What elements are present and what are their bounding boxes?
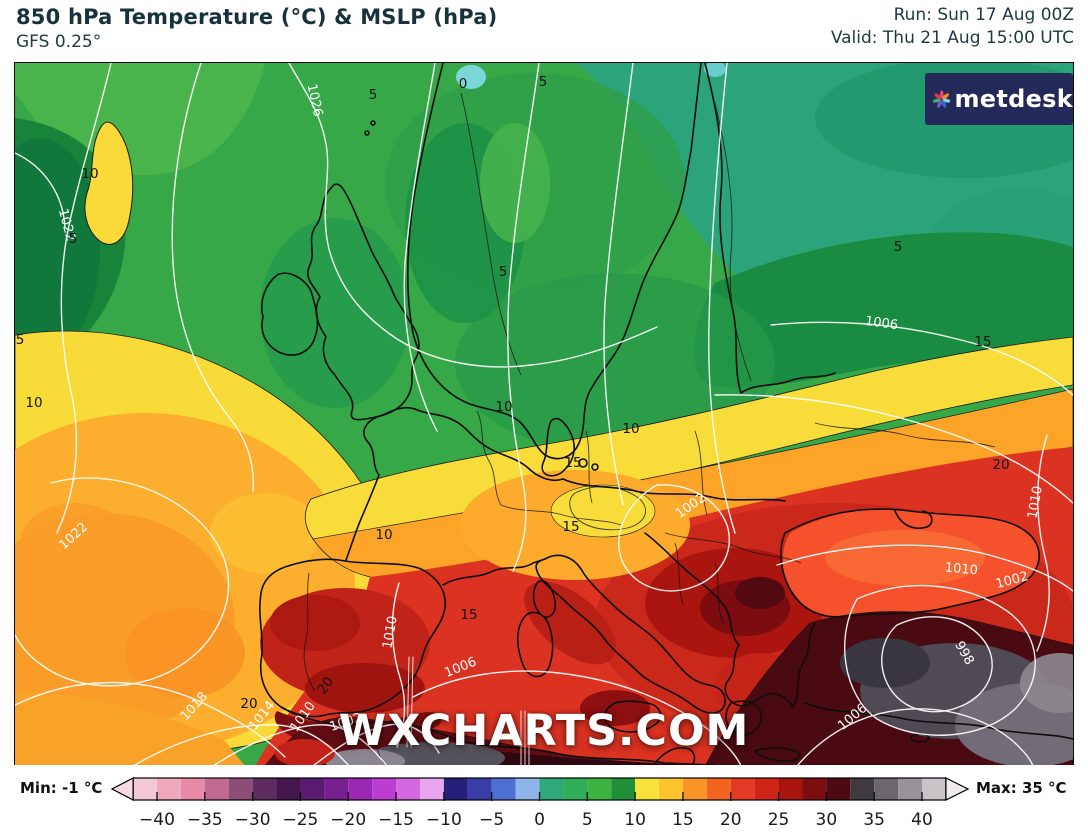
run-valid-block: Run: Sun 17 Aug 00Z Valid: Thu 21 Aug 15…: [831, 4, 1074, 50]
scale-segment: [898, 778, 923, 800]
scale-tick-label: 35: [863, 810, 885, 830]
isobar-label: 1010: [380, 615, 401, 650]
scale-tick-label: 0: [534, 810, 545, 830]
scale-segment: [706, 778, 731, 800]
valid-time: Valid: Thu 21 Aug 15:00 UTC: [830, 28, 1074, 48]
page-title: 850 hPa Temperature (°C) & MSLP (hPa): [16, 5, 498, 29]
scale-segment: [276, 778, 301, 800]
scale-tick-label: 5: [582, 810, 593, 830]
scale-segment: [228, 778, 253, 800]
scale-segment: [515, 778, 540, 800]
temperature-label: 20: [240, 696, 257, 712]
scale-tick-label: −30: [235, 810, 271, 830]
scale-segment: [659, 778, 683, 800]
scale-segment: [802, 778, 827, 800]
scale-segment: [563, 778, 588, 800]
scale-segment: [252, 778, 277, 800]
isobar-label: 1010: [1025, 485, 1046, 520]
scale-arrow-right: [945, 777, 970, 801]
temperature-label: 5: [499, 264, 508, 280]
scale-segment: [133, 778, 158, 800]
graticule-artifact: [406, 656, 530, 766]
scale-segment: [300, 778, 325, 800]
scale-segment: [778, 778, 803, 800]
scale-segment: [443, 778, 468, 800]
temperature-label: 10: [375, 527, 392, 543]
scale-segment: [539, 778, 564, 800]
scale-tick-label: 20: [720, 810, 742, 830]
scale-segment: [826, 778, 851, 800]
scale-segment: [467, 778, 492, 800]
scale-segment: [682, 778, 707, 800]
metdesk-logo: metdesk: [925, 73, 1073, 125]
temperature-label: 10: [25, 395, 42, 411]
scale-tick-label: −10: [426, 810, 462, 830]
temperature-label: 15: [974, 334, 991, 350]
temperature-label: 20: [992, 457, 1009, 473]
scale-tick-label: −5: [479, 810, 504, 830]
temperature-label: 10: [495, 399, 512, 415]
scale-segment: [324, 778, 349, 800]
scale-segment: [850, 778, 875, 800]
scale-segment: [491, 778, 516, 800]
scale-segment: [157, 778, 181, 800]
scale-segment: [372, 778, 397, 800]
temperature-label: 5: [894, 239, 903, 255]
scale-segment: [419, 778, 444, 800]
scale-tick-label: 40: [911, 810, 933, 830]
scale-max-label: Max: 35 °C: [976, 779, 1067, 797]
scale-segment: [754, 778, 779, 800]
scale-tick-label: 10: [624, 810, 646, 830]
scale-segment: [180, 778, 205, 800]
temperature-label: 5: [69, 231, 78, 247]
temperature-label: 10: [81, 166, 98, 182]
model-subtitle: GFS 0.25°: [16, 32, 102, 52]
temperature-regions: [15, 63, 1073, 766]
scale-tick-label: −15: [378, 810, 414, 830]
run-time: Run: Sun 17 Aug 00Z: [893, 5, 1074, 25]
temperature-label: 5: [369, 87, 378, 103]
watermark: WXCHARTS.COM: [338, 706, 750, 756]
scale-tick-label: 25: [768, 810, 790, 830]
isobar-label: 1026: [304, 83, 326, 118]
metdesk-flower-icon: [933, 89, 951, 108]
isobar-label: 1006: [864, 314, 899, 333]
color-scale: Min: -1 °C Max: 35 °C −40 −35 −30 −25 −20 −15…: [0, 765, 1088, 833]
temperature-label: 15: [562, 519, 579, 535]
scale-segment: [396, 778, 420, 800]
scale-segment: [874, 778, 899, 800]
temperature-label: 0: [459, 76, 468, 92]
scale-tick-label: −20: [330, 810, 366, 830]
scale-tick-label: −40: [139, 810, 175, 830]
scale-segment: [204, 778, 229, 800]
scale-arrow-left: [110, 777, 134, 801]
scale-min-label: Min: -1 °C: [20, 779, 103, 797]
temperature-label: 15: [460, 607, 477, 623]
metdesk-logo-text: metdesk: [954, 85, 1073, 113]
isobar-label: 1010: [944, 561, 978, 579]
temperature-label: 15: [564, 455, 581, 471]
scale-segment: [922, 778, 946, 800]
scale-segment: [587, 778, 612, 800]
scale-tick-label: 30: [816, 810, 838, 830]
scale-tick-label: 15: [672, 810, 694, 830]
color-scale-svg: −40 −35 −30 −25 −20 −15 −10 −5 0 5 10 15 20 25 30 35 40: [110, 777, 970, 830]
scale-segment: [730, 778, 755, 800]
weather-map: 1026 1022 1022 1018 1014 1010 1002 1010 1006 1002…: [14, 62, 1074, 767]
temperature-label: 5: [539, 74, 548, 90]
scale-segment: [348, 778, 373, 800]
isobars: [15, 63, 1073, 766]
scale-tick-label: −25: [282, 810, 318, 830]
scale-tick-label: −35: [187, 810, 223, 830]
scale-segment: [611, 778, 636, 800]
temperature-label: 10: [622, 421, 639, 437]
scale-segment: [635, 778, 660, 800]
temperature-label: 5: [16, 332, 25, 348]
